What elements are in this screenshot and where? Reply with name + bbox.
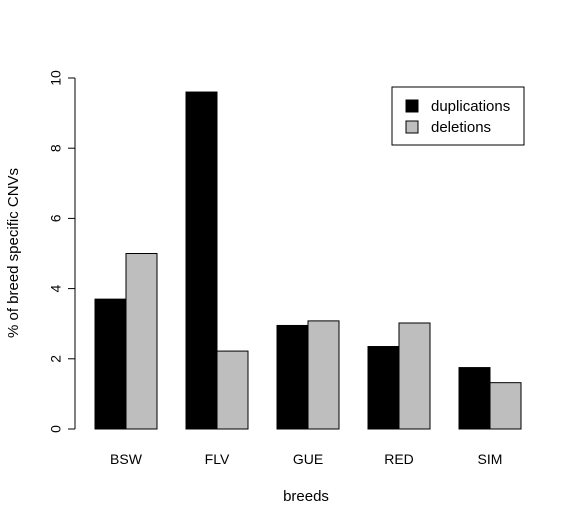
y-tick-label: 6 [48,214,64,222]
x-tick-label-flv: FLV [205,451,230,467]
y-axis-title: % of breed specific CNVs [5,168,22,338]
bar-sim-deletions [489,382,522,430]
x-axis-title: breeds [283,488,329,505]
bar-bsw-duplications [94,298,127,430]
legend: duplications deletions [391,86,525,146]
x-tick-label-bsw: BSW [110,451,143,467]
y-tick-label: 10 [48,70,64,86]
bar-gue-duplications [276,324,309,430]
y-tick-label: 0 [48,425,64,433]
bar-flv-duplications [185,91,218,430]
x-tick-labels: BSW FLV GUE RED SIM [110,451,502,467]
legend-box [391,86,525,146]
x-tick-label-red: RED [384,451,414,467]
legend-label-duplications: duplications [431,98,510,115]
bar-red-duplications [367,346,400,430]
legend-swatch-deletions [405,120,419,134]
bar-red-deletions [398,322,431,430]
legend-swatch-duplications [405,99,419,113]
y-tick-label: 2 [48,355,64,363]
bar-gue-deletions [307,320,340,430]
y-tick-label: 8 [48,144,64,152]
bar-bsw-deletions [125,253,158,430]
y-tick-label: 4 [48,284,64,292]
bar-flv-deletions [216,350,249,430]
bars [94,91,522,430]
bar-sim-duplications [458,367,491,430]
x-tick-label-gue: GUE [293,451,323,467]
legend-label-deletions: deletions [431,119,491,136]
x-tick-label-sim: SIM [478,451,503,467]
y-axis: 0 2 4 6 8 10 [48,70,76,433]
